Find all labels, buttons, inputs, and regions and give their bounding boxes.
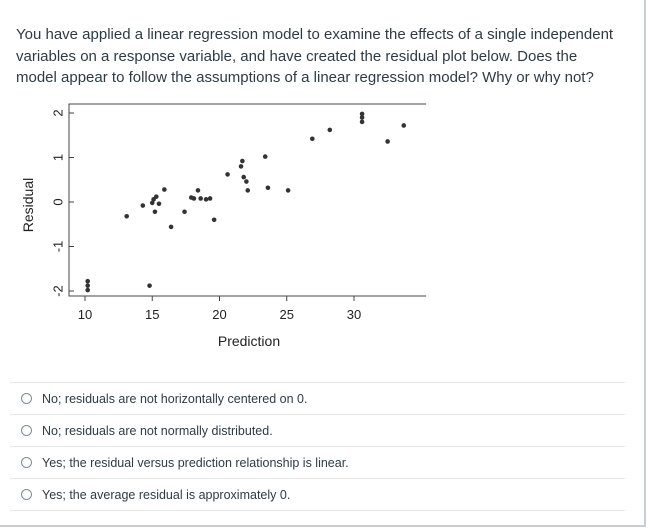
data-point xyxy=(211,217,217,223)
data-point xyxy=(85,278,90,284)
data-point xyxy=(198,196,203,201)
data-point xyxy=(162,187,167,192)
y-tick-label: -1 xyxy=(51,241,66,253)
x-tick-label: 10 xyxy=(78,307,92,322)
data-point xyxy=(240,158,245,164)
plot-frame xyxy=(68,103,426,297)
data-point xyxy=(195,188,201,193)
data-point xyxy=(203,197,209,202)
answer-label: Yes; the average residual is approximate… xyxy=(42,487,291,502)
data-point xyxy=(152,209,158,215)
x-tick-label: 20 xyxy=(212,307,226,322)
data-point xyxy=(385,139,390,144)
data-point xyxy=(140,203,146,208)
data-point xyxy=(85,283,90,288)
data-point xyxy=(182,209,187,215)
data-point xyxy=(262,154,268,159)
answer-label: No; residuals are not normally distribut… xyxy=(42,423,273,438)
radio-button[interactable] xyxy=(21,457,32,468)
y-tick-label: -2 xyxy=(51,285,66,297)
data-point xyxy=(241,174,247,180)
data-point xyxy=(244,179,249,184)
answer-label: No; residuals are not horizontally cente… xyxy=(42,391,308,406)
x-tick-label: 25 xyxy=(280,307,294,322)
x-tick-label: 15 xyxy=(145,307,159,322)
data-point xyxy=(238,164,244,169)
data-point xyxy=(147,283,152,288)
data-point xyxy=(149,200,155,206)
radio-button[interactable] xyxy=(21,393,32,404)
radio-button[interactable] xyxy=(21,489,32,500)
y-tick-label: 1 xyxy=(51,154,66,161)
question-text: You have applied a linear regression mod… xyxy=(16,26,614,86)
radio-button[interactable] xyxy=(21,425,32,436)
data-point xyxy=(327,127,333,133)
data-point xyxy=(245,188,251,193)
data-point xyxy=(310,136,315,142)
answer-option-3[interactable]: Yes; the residual versus prediction rela… xyxy=(10,447,625,479)
answer-option-4[interactable]: Yes; the average residual is approximate… xyxy=(10,479,625,511)
data-point xyxy=(401,123,407,128)
answer-option-2[interactable]: No; residuals are not normally distribut… xyxy=(10,415,625,447)
answer-options: No; residuals are not horizontally cente… xyxy=(10,382,625,511)
x-axis-label: Prediction xyxy=(218,333,280,349)
residual-plot: Residual Prediction 10 15 20 25 30 -2 -1 0 1 2 xyxy=(20,103,426,349)
data-point xyxy=(156,201,162,207)
data-point xyxy=(359,119,365,125)
data-point xyxy=(359,115,365,120)
data-point xyxy=(153,194,159,199)
answer-option-1[interactable]: No; residuals are not horizontally cente… xyxy=(10,383,625,415)
answer-label: Yes; the residual versus prediction rela… xyxy=(42,455,349,470)
data-point xyxy=(285,188,291,193)
data-point xyxy=(168,224,174,230)
y-axis-label: Residual xyxy=(20,178,36,232)
y-tick-label: 0 xyxy=(51,198,66,205)
y-tick-label: 2 xyxy=(51,109,66,116)
data-point xyxy=(124,213,129,219)
data-point xyxy=(225,172,230,177)
data-point xyxy=(265,185,271,191)
data-point xyxy=(85,287,90,293)
data-point xyxy=(207,196,213,201)
data-point xyxy=(359,111,365,117)
x-tick-label: 30 xyxy=(347,307,361,322)
data-point xyxy=(191,196,197,201)
